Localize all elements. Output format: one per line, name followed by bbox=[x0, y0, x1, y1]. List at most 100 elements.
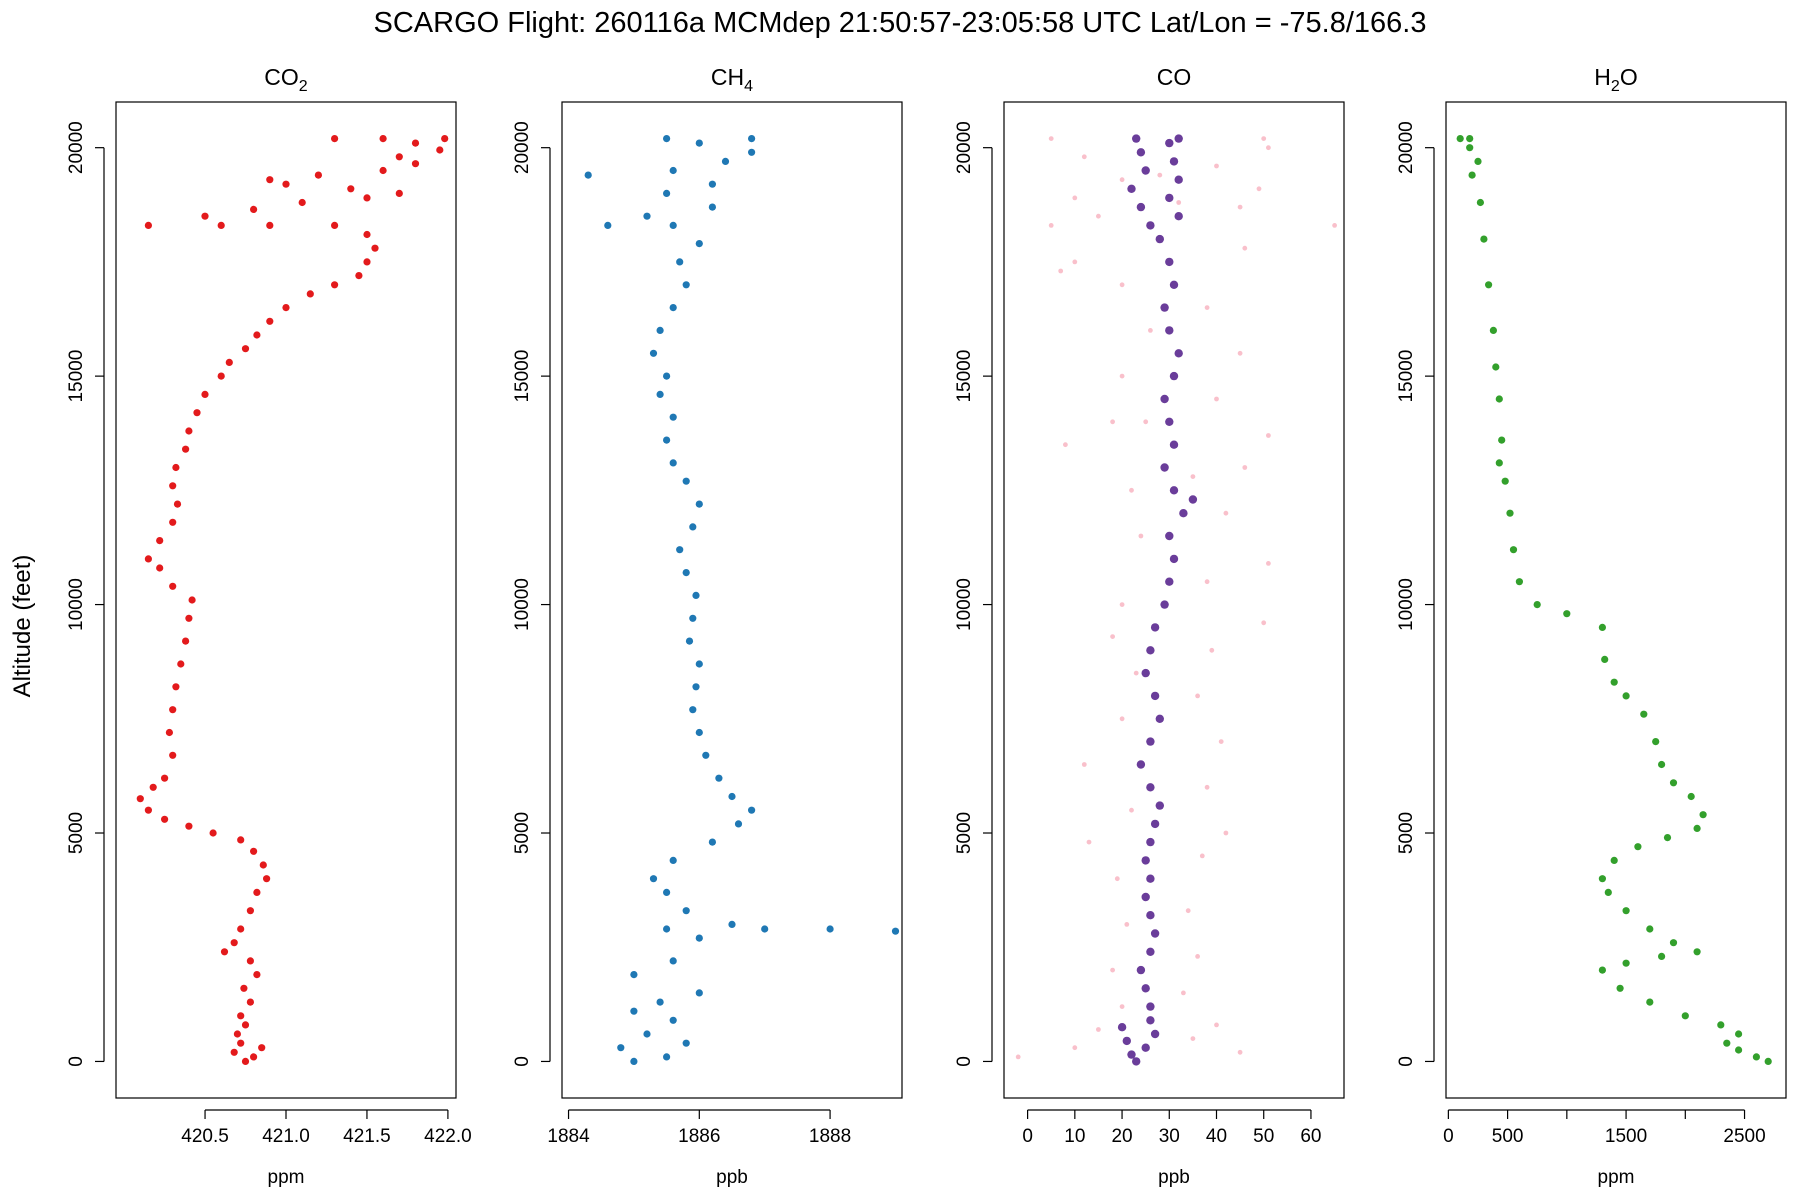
data-point bbox=[649, 875, 658, 883]
data-point bbox=[193, 409, 201, 417]
data-point bbox=[1146, 737, 1155, 746]
x-tick-label: 422.0 bbox=[424, 1126, 472, 1147]
data-point bbox=[1652, 738, 1660, 746]
data-point bbox=[217, 221, 225, 229]
data-point bbox=[1015, 1054, 1021, 1060]
data-point bbox=[643, 212, 651, 220]
data-point bbox=[1495, 459, 1503, 467]
data-point bbox=[1146, 874, 1155, 883]
data-point bbox=[169, 482, 177, 490]
data-point bbox=[682, 1039, 690, 1047]
y-tick-label: 15000 bbox=[1396, 350, 1417, 403]
data-point bbox=[253, 331, 261, 339]
data-point bbox=[1165, 577, 1174, 586]
y-tick-label: 15000 bbox=[66, 350, 87, 403]
y-tick-label: 5000 bbox=[954, 812, 975, 854]
data-point bbox=[306, 290, 314, 298]
data-point bbox=[1480, 235, 1488, 243]
data-point bbox=[669, 856, 677, 865]
data-point bbox=[169, 751, 177, 759]
data-point bbox=[1141, 856, 1150, 865]
data-point bbox=[1332, 223, 1337, 228]
data-point bbox=[1237, 350, 1243, 356]
y-tick-label: 20000 bbox=[1396, 121, 1417, 174]
data-point bbox=[1127, 184, 1136, 193]
data-point bbox=[676, 546, 684, 554]
x-tick-label: 421.5 bbox=[343, 1126, 391, 1147]
data-point bbox=[1119, 282, 1125, 288]
x-axis: 0 10 20 30 40 50 60 bbox=[1022, 1109, 1322, 1147]
data-point bbox=[156, 564, 164, 572]
data-point bbox=[173, 500, 182, 508]
data-point bbox=[1256, 186, 1262, 192]
data-point bbox=[1132, 134, 1141, 143]
data-point bbox=[1610, 856, 1618, 865]
data-point bbox=[1498, 436, 1506, 444]
data-point bbox=[669, 166, 677, 175]
data-point bbox=[1081, 154, 1087, 160]
data-point bbox=[1223, 830, 1229, 836]
data-point bbox=[685, 637, 694, 645]
data-point bbox=[656, 390, 664, 398]
data-point bbox=[395, 153, 403, 161]
data-point bbox=[1723, 1039, 1731, 1047]
data-point bbox=[1485, 281, 1493, 289]
data-point bbox=[695, 660, 703, 668]
data-point bbox=[253, 971, 261, 979]
data-point bbox=[185, 427, 193, 435]
data-point bbox=[363, 194, 371, 202]
data-point bbox=[1190, 474, 1196, 479]
data-point bbox=[604, 221, 612, 229]
data-point bbox=[676, 258, 684, 266]
data-point bbox=[663, 925, 671, 933]
data-point bbox=[891, 927, 900, 935]
data-point bbox=[1663, 834, 1672, 842]
data-point bbox=[144, 221, 152, 229]
data-point bbox=[136, 795, 144, 803]
data-point bbox=[1141, 668, 1150, 678]
data-point bbox=[169, 582, 177, 590]
data-point bbox=[395, 189, 403, 197]
data-point bbox=[663, 372, 671, 380]
data-point bbox=[708, 203, 717, 211]
data-point bbox=[1563, 610, 1571, 618]
data-point bbox=[1214, 396, 1219, 402]
data-point bbox=[695, 139, 703, 147]
data-point bbox=[144, 806, 152, 814]
data-point bbox=[1223, 510, 1229, 516]
data-point bbox=[1169, 440, 1179, 449]
y-tick-label: 10000 bbox=[954, 578, 975, 631]
data-point bbox=[1127, 1050, 1136, 1059]
data-point bbox=[1119, 602, 1125, 607]
data-point bbox=[1176, 200, 1182, 205]
data-point bbox=[1141, 892, 1150, 902]
data-point bbox=[1110, 634, 1115, 639]
data-point bbox=[1610, 678, 1618, 686]
x-tick-label: 10 bbox=[1064, 1126, 1085, 1147]
data-point bbox=[1242, 465, 1248, 470]
x-tick-label: 0 bbox=[1443, 1126, 1454, 1147]
plot-frame bbox=[115, 101, 457, 1099]
data-point bbox=[161, 815, 169, 823]
data-point bbox=[177, 660, 185, 668]
data-point bbox=[1181, 990, 1186, 996]
data-point bbox=[1735, 1030, 1743, 1038]
data-point bbox=[363, 258, 371, 266]
data-point bbox=[1138, 533, 1144, 539]
x-tick-label: 40 bbox=[1206, 1126, 1227, 1147]
data-point bbox=[263, 875, 271, 883]
data-point bbox=[1199, 853, 1205, 859]
data-point bbox=[1681, 1012, 1689, 1020]
data-point bbox=[617, 1044, 625, 1052]
data-point bbox=[237, 925, 245, 933]
data-point bbox=[656, 326, 664, 334]
data-point bbox=[728, 920, 736, 929]
data-point bbox=[1110, 419, 1115, 425]
data-point bbox=[689, 706, 697, 714]
data-point bbox=[209, 829, 217, 837]
data-point bbox=[1081, 762, 1087, 767]
data-point bbox=[282, 304, 290, 312]
data-point bbox=[355, 272, 363, 280]
x-tick-label: 420.5 bbox=[181, 1126, 229, 1147]
x-tick-label: 2500 bbox=[1723, 1126, 1765, 1147]
